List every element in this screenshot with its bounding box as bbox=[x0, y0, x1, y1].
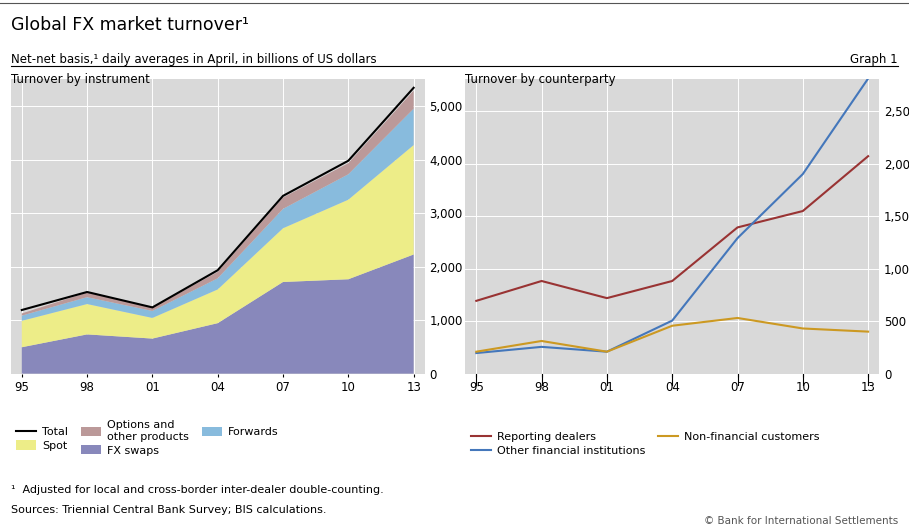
Text: © Bank for International Settlements: © Bank for International Settlements bbox=[704, 516, 898, 526]
Text: ¹  Adjusted for local and cross-border inter-dealer double-counting.: ¹ Adjusted for local and cross-border in… bbox=[11, 485, 384, 495]
Legend: Total, Spot, Options and
other products, FX swaps, Forwards: Total, Spot, Options and other products,… bbox=[16, 420, 278, 456]
Text: Turnover by counterparty: Turnover by counterparty bbox=[465, 73, 616, 86]
Text: Global FX market turnover¹: Global FX market turnover¹ bbox=[11, 16, 249, 34]
Text: Graph 1: Graph 1 bbox=[851, 53, 898, 66]
Text: Net-net basis,¹ daily averages in April, in billions of US dollars: Net-net basis,¹ daily averages in April,… bbox=[11, 53, 376, 66]
Text: Turnover by instrument: Turnover by instrument bbox=[11, 73, 150, 86]
Text: Sources: Triennial Central Bank Survey; BIS calculations.: Sources: Triennial Central Bank Survey; … bbox=[11, 505, 326, 515]
Legend: Reporting dealers, Other financial institutions, Non-financial customers: Reporting dealers, Other financial insti… bbox=[471, 432, 819, 456]
